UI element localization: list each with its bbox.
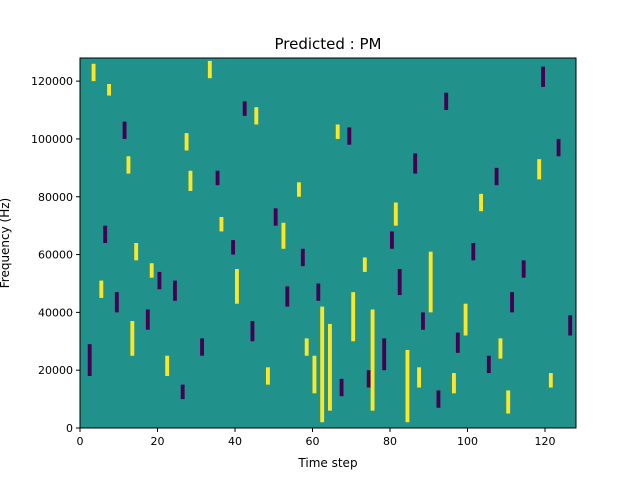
heatmap-cell-low	[145, 309, 150, 330]
heatmap-cell-high	[266, 367, 270, 385]
heatmap-cell-high	[506, 390, 511, 414]
heatmap-cell-high	[370, 309, 375, 411]
heatmap-cell-high	[304, 338, 309, 356]
heatmap-cell-high	[149, 263, 154, 278]
x-tick-label: 120	[535, 435, 556, 448]
heatmap-cell-low	[103, 225, 108, 243]
heatmap-cell-high	[91, 63, 96, 82]
chart-title: Predicted : PM	[275, 35, 382, 53]
heatmap-cell-high	[281, 222, 286, 249]
heatmap-cell-high	[393, 202, 398, 226]
y-tick-label: 40000	[38, 306, 73, 319]
heatmap-cell-high	[328, 323, 332, 411]
heatmap-cell-low	[114, 292, 119, 313]
heatmap-cell-high	[126, 156, 131, 174]
heatmap-cell-high	[188, 170, 193, 191]
heatmap-cell-low	[397, 269, 402, 296]
heatmap-cell-low	[300, 248, 305, 267]
x-tick-label: 20	[151, 435, 165, 448]
heatmap-cell-low	[541, 66, 546, 87]
x-tick-label: 60	[306, 435, 320, 448]
heatmap-cell-low	[200, 338, 205, 356]
heatmap-cell-high	[479, 193, 484, 212]
heatmap-cell-low	[455, 332, 460, 353]
heatmap-cell-low	[87, 344, 92, 376]
heatmap-cell-low	[347, 127, 352, 145]
heatmap-cell-high	[99, 280, 104, 298]
x-tick-label: 0	[77, 435, 84, 448]
heatmap-cell-low	[471, 243, 476, 261]
heatmap-cell-high	[548, 373, 553, 388]
heatmap-cell-high	[452, 373, 456, 394]
heatmap-cell-high	[463, 303, 468, 336]
heatmap-cell-low	[494, 167, 499, 186]
plot-area	[80, 58, 576, 428]
heatmap-cell-low	[231, 240, 236, 255]
heatmap-cell-high	[134, 243, 139, 261]
heatmap-cell-high	[207, 60, 212, 79]
heatmap-cell-low	[173, 280, 177, 301]
heatmap-cell-low	[568, 315, 573, 336]
heatmap-cell-low	[436, 390, 441, 408]
heatmap-cell-high	[417, 367, 422, 388]
heatmap-cell-low	[421, 312, 425, 330]
heatmap-cell-low	[215, 170, 220, 186]
heatmap-cell-high	[498, 338, 503, 359]
heatmap-cell-low	[521, 260, 526, 278]
y-tick-label: 80000	[38, 191, 73, 204]
heatmap-cell-low	[285, 286, 290, 307]
heatmap-cell-low	[486, 355, 491, 374]
heatmap-cell-high	[219, 216, 224, 232]
heatmap-cell-low	[366, 370, 371, 388]
plot-frame	[79, 57, 577, 429]
x-axis: 0 20 40 60 80 100 120	[77, 428, 556, 448]
heatmap-cell-high	[537, 159, 542, 180]
heatmap-cell-low	[242, 101, 247, 116]
heatmap-cell-low	[122, 121, 127, 139]
y-tick-label: 100000	[31, 133, 73, 146]
heatmap-cell-high	[235, 269, 239, 304]
x-tick-label: 80	[383, 435, 397, 448]
y-axis: 0 20000 40000 60000 80000 100000 120000	[31, 75, 80, 435]
heatmap-cell-high	[335, 124, 340, 139]
heatmap-cell-high	[320, 306, 325, 423]
heatmap-cell-high	[254, 107, 259, 125]
heatmap-cell-high	[297, 182, 301, 197]
x-tick-label: 40	[228, 435, 242, 448]
heatmap-cell-high	[362, 257, 367, 272]
y-tick-label: 60000	[38, 249, 73, 262]
heatmap-cell-high	[184, 133, 189, 151]
heatmap-cell-high	[130, 321, 135, 356]
heatmap-cell-low	[250, 321, 255, 342]
heatmap-cell-high	[428, 251, 433, 313]
x-axis-label: Time step	[297, 456, 357, 470]
heatmap-cell-high	[351, 292, 356, 342]
heatmap-cell-high	[312, 355, 317, 394]
heatmap-cell-low	[413, 153, 418, 174]
heatmap-cell-low	[316, 283, 321, 301]
heatmap-cell-low	[510, 292, 515, 313]
heatmap-cell-high	[405, 349, 410, 423]
heatmap-cell-low	[444, 92, 449, 111]
heatmap-cell-low	[180, 384, 185, 400]
heatmap-cell-low	[157, 271, 162, 290]
heatmap-cell-low	[273, 208, 278, 226]
heatmap-cell-low	[390, 231, 394, 249]
heatmap-cell-high	[107, 84, 112, 96]
y-tick-label: 120000	[31, 75, 73, 88]
heatmap-cell-low	[382, 338, 387, 371]
y-axis-label: Frequency (Hz)	[0, 198, 12, 289]
y-tick-label: 20000	[38, 364, 73, 377]
x-tick-label: 100	[457, 435, 478, 448]
heatmap-cell-low	[339, 378, 344, 397]
heatmap-cell-high	[165, 355, 170, 376]
y-tick-label: 0	[66, 422, 73, 435]
heatmap-cell-low	[556, 138, 561, 157]
